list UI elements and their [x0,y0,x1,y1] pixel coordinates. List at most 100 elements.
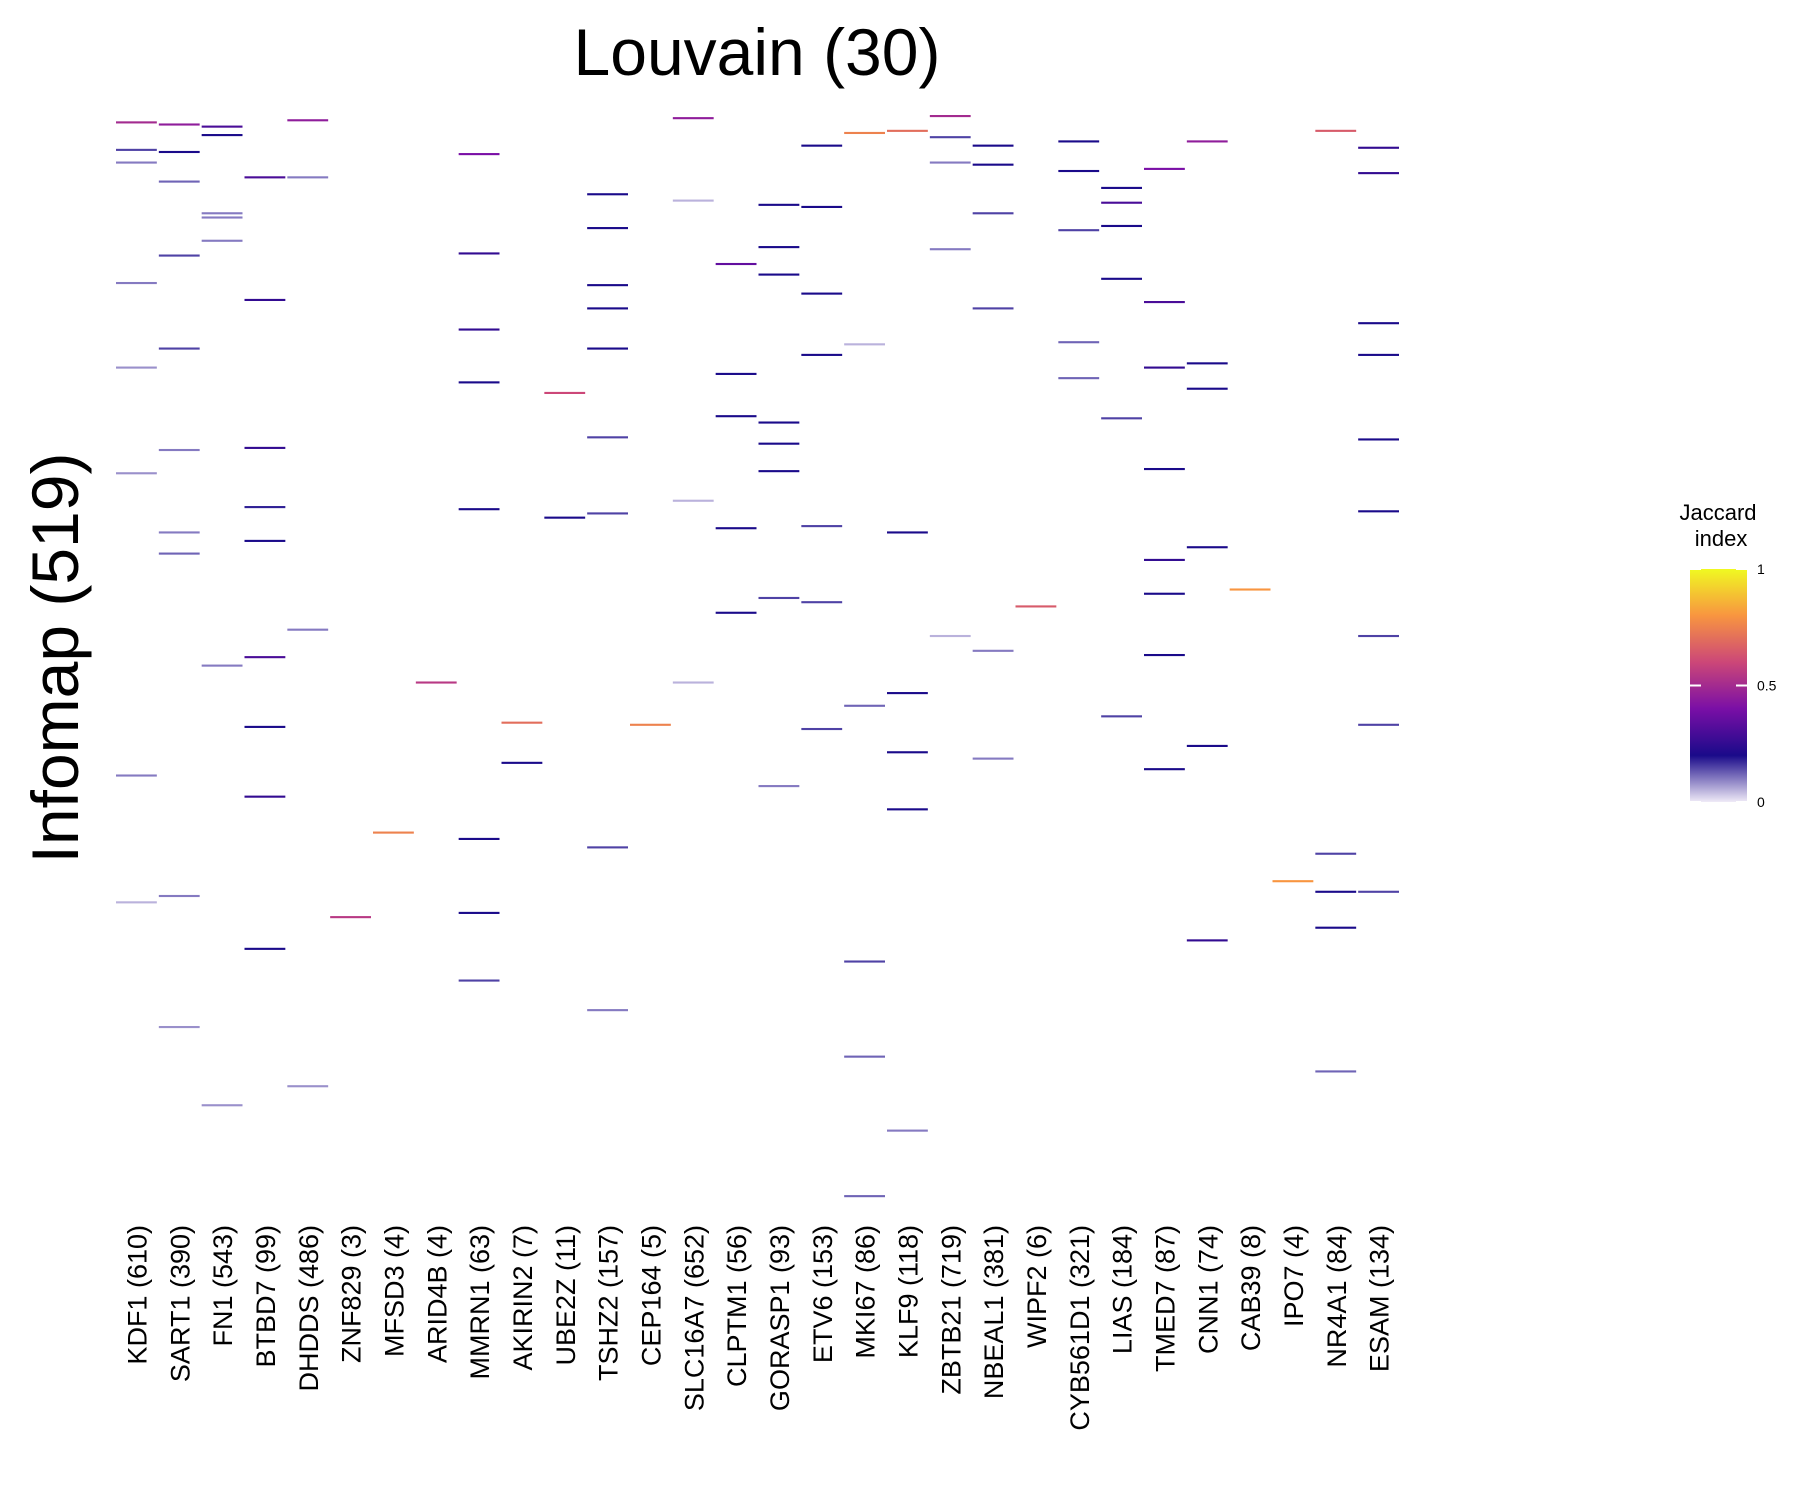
heatmap-cell [201,125,243,128]
heatmap-cell [1186,387,1228,390]
heatmap-cell [887,808,928,811]
heatmap-cell [1315,852,1357,855]
heatmap-cell [887,129,928,132]
heatmap-cell [1101,277,1142,280]
heatmap-cell [1229,588,1271,591]
heatmap-cell [201,1104,243,1107]
heatmap-cell [244,656,286,659]
heatmap-cell [116,148,157,151]
x-tick-label: MFSD3 (4) [379,1225,409,1357]
heatmap-cell [758,203,800,206]
heatmap-cell [330,916,371,919]
heatmap-cell [458,153,500,156]
x-tick-label: NR4A1 (84) [1322,1225,1352,1368]
heatmap-cell [1315,129,1357,132]
heatmap-cell [501,721,543,724]
heatmap-cell [201,239,243,242]
heatmap-cell [715,372,757,375]
heatmap-cell [887,692,928,695]
heatmap-cell [972,163,1014,166]
heatmap-cell [715,262,757,266]
heatmap-cell [587,512,628,515]
heatmap-cell [1144,366,1185,369]
heatmap-cell [587,284,628,287]
heatmap-cell [801,353,843,356]
heatmap-cell [458,508,500,511]
heatmap-cell [929,248,971,251]
heatmap-cell [801,525,843,528]
heatmap-cell [544,516,586,519]
x-tick-label: AKIRIN2 (7) [508,1225,538,1371]
x-tick-label: ZBTB21 (719) [936,1225,966,1395]
heatmap-cell [1186,140,1228,143]
heatmap-cell [1144,768,1185,771]
heatmap-cell [116,281,157,285]
heatmap-cell [929,136,971,139]
heatmap-cell [1315,1070,1357,1073]
heatmap-cell [458,252,500,255]
heatmap-cell [801,601,843,604]
heatmap-cell [630,723,671,726]
heatmap-cell [116,161,157,164]
heatmap-cell [587,846,628,849]
heatmap-cell [201,134,243,137]
heatmap-cell [844,131,885,135]
heatmap-cell [1101,715,1142,718]
x-tick-label: ESAM (134) [1365,1225,1395,1372]
heatmap-cell [587,307,628,310]
x-tick-label: LIAS (184) [1108,1225,1138,1354]
x-tick-label: KLF9 (118) [893,1225,923,1358]
x-tick-label: CNN1 (74) [1193,1225,1223,1354]
heatmap-cell [1315,890,1357,893]
heatmap-cell [244,725,286,728]
heatmap-cell [1101,186,1142,189]
heatmap-cell [458,328,500,331]
heatmap-cell [244,298,286,302]
x-tick-label: SART1 (390) [165,1225,195,1382]
heatmap-cell [587,227,628,230]
heatmap-cell [1015,605,1057,608]
heatmap-cell [929,161,971,164]
heatmap-cell [244,795,286,798]
heatmap-cell [1058,140,1100,143]
heatmap-cell [244,176,286,179]
heatmap-cell [201,212,243,215]
heatmap-cell [1186,362,1228,365]
heatmap-cell [715,415,757,418]
heatmap-cell [672,199,714,202]
heatmap-cell [1358,723,1399,726]
x-tick-label: FN1 (543) [208,1225,238,1347]
heatmap-cell [758,470,800,473]
heatmap-cell [1144,592,1185,595]
legend-title-line: Jaccard [1679,500,1756,525]
heatmap-cell [844,343,885,346]
heatmap-cell [715,611,757,614]
x-tick-label: TSHZ2 (157) [594,1225,624,1381]
x-tick-label: WIPF2 (6) [1022,1225,1052,1348]
heatmap-cell [458,381,500,384]
x-tick-label: CEP164 (5) [636,1225,666,1366]
heatmap-cell [158,347,200,350]
y-axis-label: Infomap (519) [18,453,92,864]
heatmap-cell [972,307,1014,310]
x-tick-label: IPO7 (4) [1279,1225,1309,1327]
heatmap-cell [244,947,286,950]
heatmap-cell [1058,229,1100,232]
heatmap-cell [1101,201,1142,204]
x-tick-label: MMRN1 (63) [465,1225,495,1380]
heatmap-cell [758,246,800,249]
heatmap-cell [1144,467,1185,471]
heatmap-cell [587,436,628,439]
heatmap-cell [929,634,971,638]
heatmap-cell [801,292,843,295]
heatmap-cell [887,1129,928,1132]
heatmap-cell [244,446,286,449]
heatmap-cell [972,144,1014,147]
heatmap-cell [1144,558,1185,561]
heatmap-cell [287,119,329,122]
heatmap-cell [587,347,628,350]
heatmap-cell [116,774,157,777]
x-tick-label: SLC16A7 (652) [679,1225,709,1411]
heatmap-cell [287,1085,329,1088]
heatmap-cell [1272,880,1314,883]
